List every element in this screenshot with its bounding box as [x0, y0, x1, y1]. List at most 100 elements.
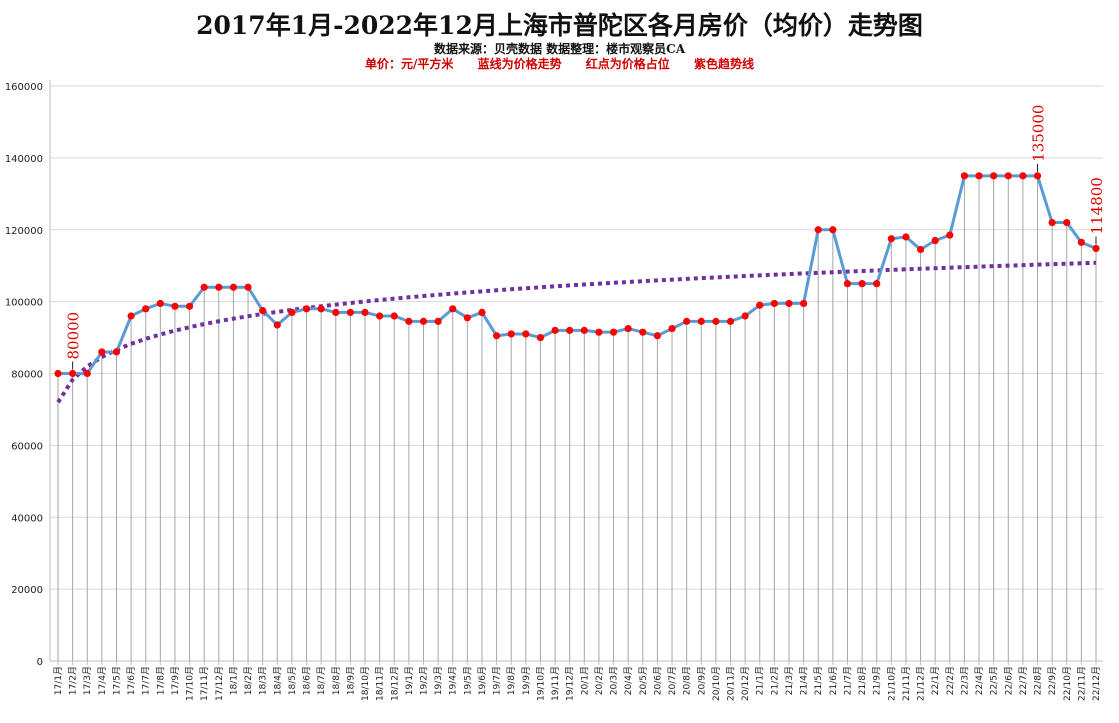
x-tick-label: 22/4月	[974, 666, 985, 695]
data-point	[902, 233, 910, 241]
data-point	[1019, 172, 1027, 180]
annotation-label: 114800	[1088, 177, 1106, 234]
data-point	[536, 333, 545, 342]
x-tick-label: 21/8月	[857, 666, 868, 695]
x-tick-label: 21/4月	[799, 666, 810, 695]
data-point	[756, 301, 764, 309]
x-tick-label: 18/10月	[360, 666, 371, 701]
data-point	[975, 172, 983, 180]
data-point	[595, 328, 603, 336]
y-tick-label: 20000	[11, 585, 43, 596]
data-point	[741, 312, 749, 320]
x-tick-label: 20/4月	[623, 666, 634, 695]
data-point	[566, 326, 574, 334]
annotations-group: 80000 135000 114800	[65, 105, 1106, 370]
data-point	[946, 231, 954, 239]
x-tick-label: 20/2月	[594, 666, 605, 695]
x-tick-label: 20/5月	[638, 666, 649, 695]
x-tick-label: 22/5月	[989, 666, 1000, 695]
x-tick-label: 21/11月	[901, 666, 912, 701]
x-tick-label: 17/8月	[155, 666, 166, 695]
y-axis-ticks: 0 20000 40000 60000 80000 100000 120000 140000 1…	[5, 82, 43, 668]
x-tick-label: 20/8月	[682, 666, 693, 695]
data-point	[244, 283, 252, 291]
x-tick-label: 17/1月	[53, 666, 64, 695]
x-tick-label: 17/2月	[68, 666, 79, 695]
data-point	[317, 305, 325, 313]
data-point	[185, 302, 194, 310]
data-point	[449, 305, 457, 313]
data-point	[990, 172, 998, 180]
data-point	[931, 236, 939, 245]
data-point	[639, 328, 647, 336]
data-point	[960, 172, 969, 180]
data-point	[229, 283, 238, 291]
data-point	[492, 332, 501, 340]
x-tick-label: 22/2月	[945, 666, 956, 695]
data-point	[171, 302, 179, 310]
x-axis-ticks: 17/1月 17/2月 17/3月 17/4月 17/5月 17/6月 17/7月 17/8月…	[53, 666, 1102, 701]
data-point	[390, 312, 398, 320]
x-tick-label: 17/9月	[170, 666, 181, 695]
x-tick-label: 19/11月	[550, 666, 561, 701]
data-point	[346, 308, 354, 317]
data-point	[405, 317, 413, 325]
x-tick-label: 20/11月	[726, 666, 737, 701]
data-point	[259, 307, 267, 315]
x-tick-label: 19/8月	[506, 666, 517, 695]
x-tick-label: 21/9月	[872, 666, 883, 695]
x-tick-label: 20/7月	[667, 666, 678, 695]
data-point	[653, 332, 662, 340]
data-point	[668, 324, 676, 333]
x-tick-label: 18/5月	[287, 666, 298, 695]
x-tick-label: 19/3月	[433, 666, 444, 695]
x-tick-label: 20/6月	[652, 666, 663, 695]
x-tick-label: 19/7月	[492, 666, 503, 695]
y-tick-label: 80000	[11, 370, 43, 381]
data-point	[887, 235, 895, 243]
gridlines	[50, 85, 1103, 662]
data-point	[376, 312, 384, 320]
data-point	[1063, 218, 1071, 227]
x-tick-label: 19/10月	[535, 666, 546, 701]
x-tick-label: 18/2月	[243, 666, 254, 695]
data-point	[858, 280, 866, 288]
data-point	[609, 328, 618, 336]
x-tick-label: 18/11月	[375, 666, 386, 701]
data-point	[112, 348, 121, 356]
x-tick-label: 18/8月	[331, 666, 342, 695]
data-point	[683, 317, 691, 325]
data-point	[712, 317, 720, 325]
data-point	[361, 308, 369, 317]
x-tick-label: 21/2月	[769, 666, 780, 695]
trendline	[56, 260, 1097, 404]
x-tick-label: 17/4月	[97, 666, 108, 695]
x-tick-label: 19/2月	[418, 666, 429, 695]
x-tick-label: 17/5月	[111, 666, 122, 695]
y-tick-label: 40000	[11, 513, 43, 524]
data-point	[215, 283, 223, 291]
data-point	[127, 312, 135, 320]
data-point	[463, 314, 471, 322]
x-tick-label: 20/1月	[579, 666, 590, 695]
data-point	[273, 321, 281, 329]
data-point	[478, 308, 486, 317]
data-point	[1048, 218, 1056, 227]
points-group	[54, 172, 1100, 378]
x-tick-label: 18/7月	[316, 666, 327, 695]
data-point	[916, 245, 925, 254]
y-tick-label: 60000	[11, 441, 43, 452]
data-point	[507, 330, 515, 338]
x-tick-label: 17/10月	[185, 666, 196, 701]
x-tick-label: 20/10月	[711, 666, 722, 701]
annotation-label: 80000	[65, 312, 83, 360]
x-tick-label: 18/1月	[228, 666, 239, 695]
data-point	[551, 326, 559, 334]
x-tick-label: 22/8月	[1033, 666, 1044, 695]
data-point	[829, 226, 837, 234]
data-point	[419, 317, 428, 325]
data-point	[843, 280, 852, 288]
x-tick-label: 18/9月	[345, 666, 356, 695]
chart-subtitle: 数据来源：贝壳数据 数据整理：楼市观察员CA	[433, 42, 686, 56]
